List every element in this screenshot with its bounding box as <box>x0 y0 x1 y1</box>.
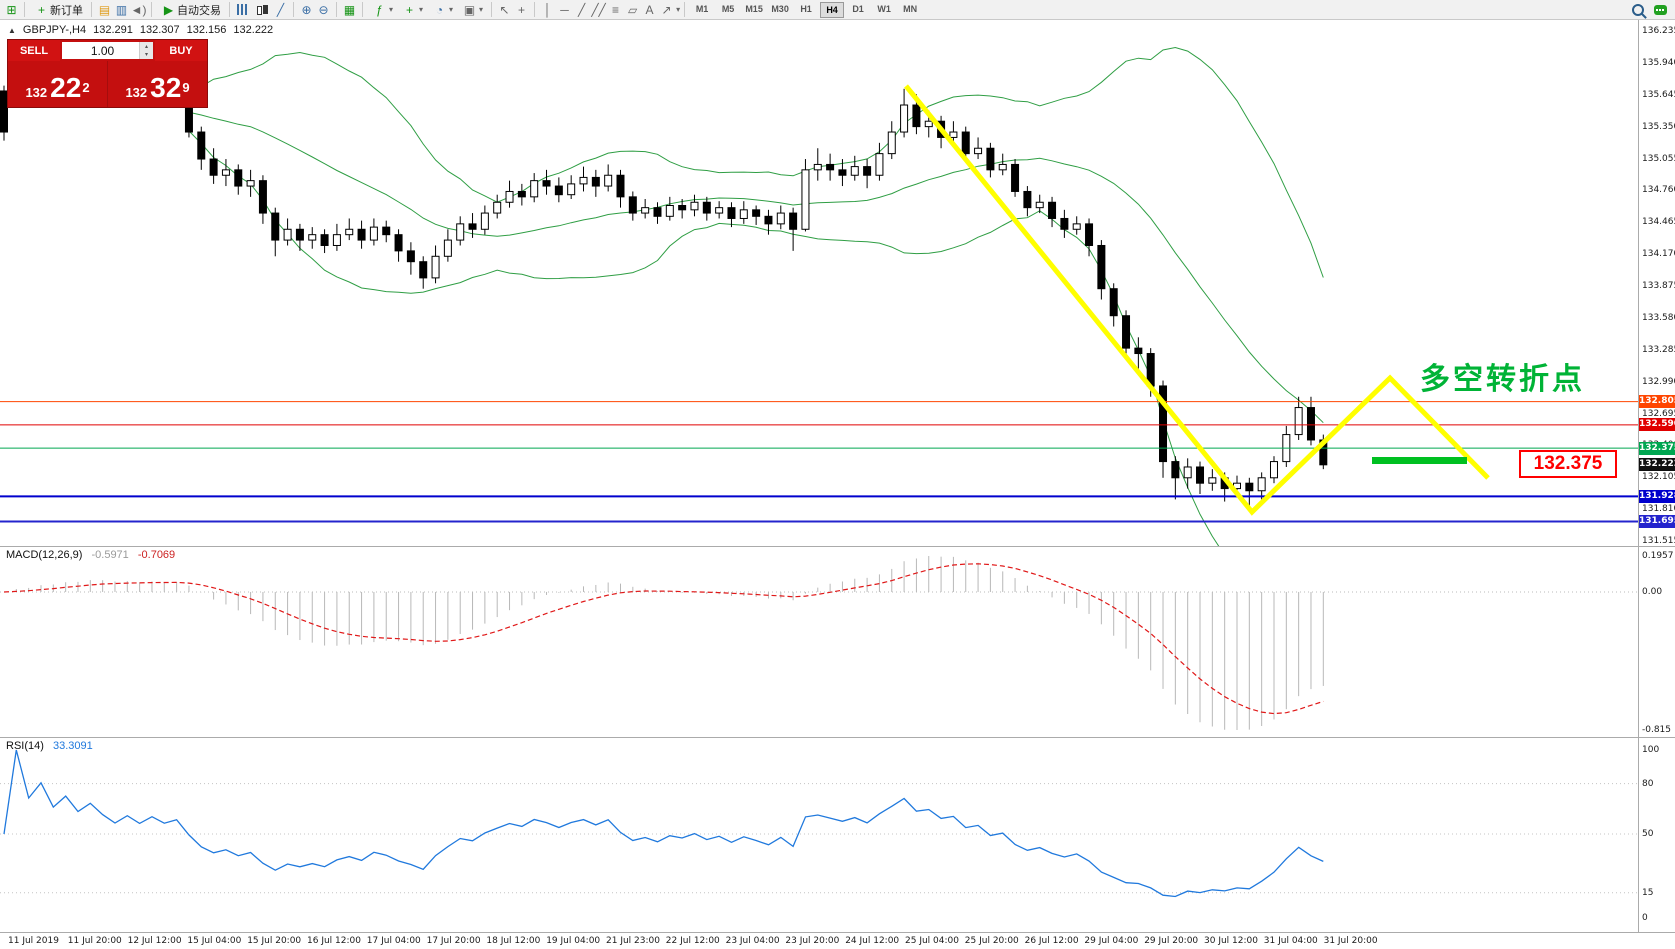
text-icon[interactable]: A <box>645 2 654 17</box>
search-icon[interactable] <box>1632 3 1644 16</box>
horizontal-line-icon[interactable]: ─ <box>560 2 569 17</box>
chevron-down-icon[interactable]: ▾ <box>676 5 681 14</box>
buy-button[interactable]: BUY <box>155 40 207 61</box>
play-icon: ▶ <box>163 2 174 17</box>
sell-button[interactable]: SELL <box>8 40 60 61</box>
indicators-icon: ƒ <box>376 2 383 17</box>
toolbar: ⊞ + 新订单 ▤ ▥ ◄) ▶ 自动交易 ╱ ⊕ ⊖ ▦ ƒ ▾ + ▾ ◔ … <box>0 0 1675 20</box>
one-click-trading-panel: SELL 1.00 ▴ ▾ BUY 132 22 2 132 32 9 <box>8 40 207 107</box>
macd-signal-value: -0.7069 <box>137 549 176 561</box>
app-icon: ⊞ <box>6 2 17 17</box>
volume-down-button[interactable]: ▾ <box>144 51 148 58</box>
data-window-icon[interactable]: ▥ <box>115 2 128 17</box>
toolbar-separator <box>336 2 337 17</box>
toolbar-separator <box>293 2 294 17</box>
arrows-icon[interactable]: ↗ <box>661 2 672 17</box>
sound-icon[interactable]: ◄) <box>130 2 147 17</box>
timeframe-d1[interactable]: D1 <box>852 3 864 14</box>
zoom-in-icon[interactable]: ⊕ <box>301 2 312 17</box>
collapse-arrow-icon[interactable]: ▲ <box>8 25 16 35</box>
indicators-button[interactable]: ƒ ▾ <box>367 1 397 19</box>
rsi-value: 33.3091 <box>52 740 93 752</box>
low-value: 132.156 <box>186 24 227 36</box>
buy-price[interactable]: 132 32 9 <box>108 61 207 107</box>
timeframe-h1[interactable]: H1 <box>800 3 812 14</box>
crosshair-icon[interactable]: + <box>518 2 526 17</box>
fibonacci-icon[interactable]: ≡ <box>612 2 620 17</box>
buy-price-sup: 9 <box>182 80 190 95</box>
sell-price-small: 132 <box>25 85 48 100</box>
tile-windows-icon[interactable]: ▦ <box>343 2 356 17</box>
market-watch-icon[interactable]: ▤ <box>98 2 111 17</box>
timeframe-m1[interactable]: M1 <box>695 3 709 14</box>
plus-icon: + <box>37 2 45 17</box>
bar-chart-icon[interactable] <box>237 4 249 15</box>
chevron-down-icon: ▾ <box>389 5 394 14</box>
timeframe-m15[interactable]: M15 <box>745 3 763 14</box>
rsi-header: RSI(14) 33.3091 <box>6 740 93 752</box>
pane-separator[interactable] <box>0 546 1675 547</box>
timeframe-m5[interactable]: M5 <box>721 3 735 14</box>
open-value: 132.291 <box>93 24 133 36</box>
autotrade-label: 自动交易 <box>177 4 221 17</box>
high-value: 132.307 <box>139 24 180 36</box>
toolbar-separator <box>362 2 363 17</box>
clock-icon: ◔ <box>435 2 444 17</box>
macd-title: MACD(12,26,9) <box>6 549 83 561</box>
toolbar-separator <box>491 2 493 17</box>
toolbar-separator <box>151 2 152 17</box>
new-order-label: 新订单 <box>50 4 83 17</box>
line-chart-icon[interactable]: ╱ <box>276 2 285 17</box>
cursor-icon[interactable]: ↖ <box>499 2 510 17</box>
chat-icon[interactable] <box>1654 4 1667 15</box>
chart-ohlc-header: ▲ GBPJPY-,H4 132.291 132.307 132.156 132… <box>8 24 273 36</box>
volume-up-button[interactable]: ▴ <box>144 43 148 50</box>
symbol-label: GBPJPY-,H4 <box>22 24 87 36</box>
pane-separator[interactable] <box>0 932 1675 933</box>
toolbar-separator <box>684 2 686 17</box>
annotation-text[interactable]: 多空转折点 <box>1420 363 1585 396</box>
rsi-title: RSI(14) <box>6 740 44 752</box>
chevron-down-icon: ▾ <box>419 5 424 14</box>
zoom-out-icon[interactable]: ⊖ <box>318 2 329 17</box>
chevron-down-icon: ▾ <box>479 5 484 14</box>
timeframe-h4[interactable]: H4 <box>820 1 845 18</box>
price-axis-border <box>1638 20 1639 932</box>
toolbar-separator <box>24 2 25 17</box>
trendline-icon[interactable]: ╱ <box>577 2 586 17</box>
sell-price-sup: 2 <box>82 80 90 95</box>
macd-main-value: -0.5971 <box>91 549 129 561</box>
add-object-icon: + <box>406 2 414 17</box>
template-icon: ▣ <box>463 2 476 17</box>
template-button[interactable]: ▣ ▾ <box>457 1 487 19</box>
pane-separator[interactable] <box>0 737 1675 738</box>
sell-price-big: 22 <box>50 72 82 103</box>
timeframe-mn[interactable]: MN <box>903 3 918 14</box>
add-object-button[interactable]: + ▾ <box>397 1 427 19</box>
volume-field[interactable]: 1.00 ▴ ▾ <box>62 42 153 59</box>
price-callout-label[interactable]: 132.375 <box>1519 450 1617 478</box>
toolbar-separator <box>534 2 536 17</box>
buy-price-big: 32 <box>150 72 182 103</box>
toolbar-separator <box>229 2 230 17</box>
toolbar-separator <box>91 2 92 17</box>
volume-value: 1.00 <box>90 43 115 58</box>
buy-price-small: 132 <box>125 85 148 100</box>
shapes-icon[interactable]: ▱ <box>627 2 638 17</box>
chevron-down-icon: ▾ <box>449 5 454 14</box>
vertical-line-icon[interactable]: │ <box>543 2 552 17</box>
timeframe-w1[interactable]: W1 <box>877 3 891 14</box>
macd-header: MACD(12,26,9) -0.5971 -0.7069 <box>6 549 175 561</box>
sell-price[interactable]: 132 22 2 <box>8 61 108 107</box>
period-button[interactable]: ◔ ▾ <box>427 1 457 19</box>
candlestick-chart-icon[interactable] <box>255 4 269 16</box>
close-value: 132.222 <box>233 24 274 36</box>
channel-icon[interactable]: ╱╱ <box>591 2 606 17</box>
new-order-button[interactable]: + 新订单 <box>29 1 87 19</box>
autotrade-button[interactable]: ▶ 自动交易 <box>156 1 225 19</box>
timeframe-m30[interactable]: M30 <box>771 3 789 14</box>
